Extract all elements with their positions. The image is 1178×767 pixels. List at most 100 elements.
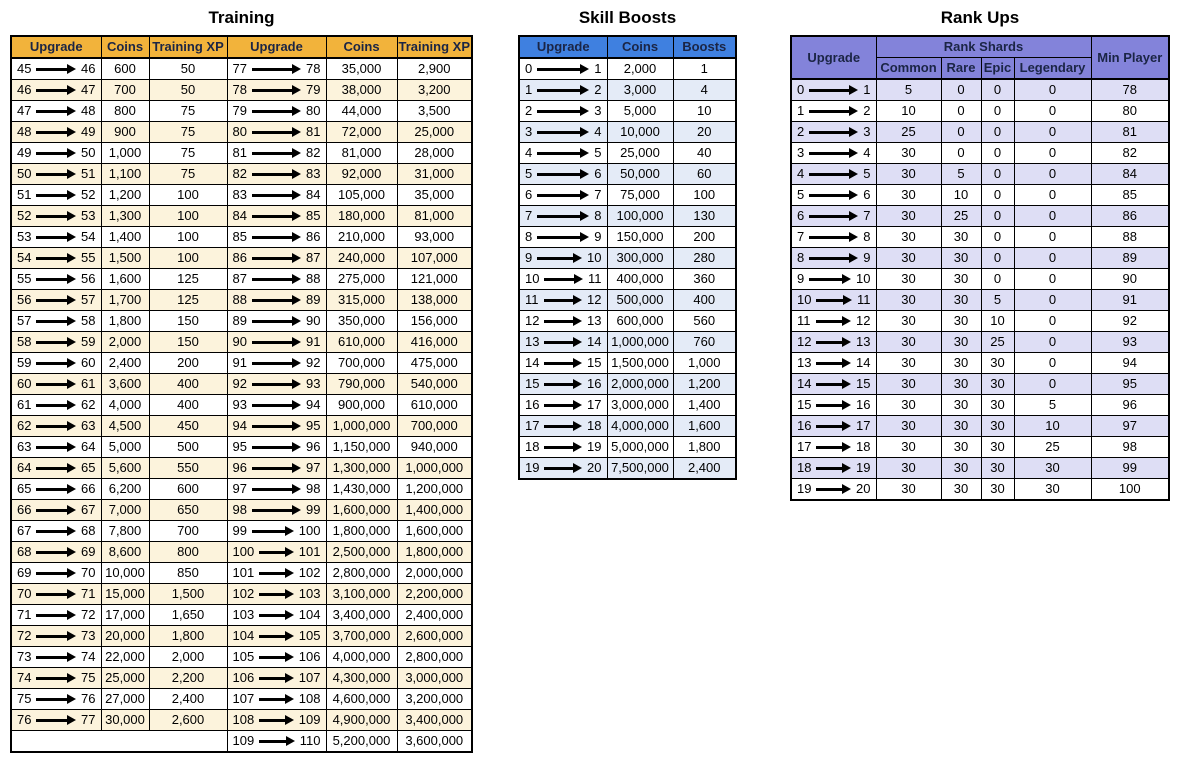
training-xp-cell: 540,000 — [396, 373, 473, 395]
legendary-shards-cell: 0 — [1013, 184, 1092, 206]
upgrade-to: 2 — [863, 103, 871, 118]
table-row: 61 62 4,000 400 93 94 900,000 610,000 — [10, 394, 473, 416]
right-arrow-icon — [816, 358, 852, 368]
right-arrow-icon — [259, 673, 294, 683]
coins-cell: 600 — [100, 57, 150, 80]
upgrade-from: 12 — [525, 313, 540, 328]
upgrade-from: 10 — [797, 292, 812, 307]
upgrade-from: 15 — [797, 397, 812, 412]
upgrade-from: 0 — [525, 61, 533, 76]
rank-header-epic: Epic — [980, 57, 1015, 80]
upgrade-from: 84 — [232, 208, 247, 223]
table-row: 13 14 30 30 30 0 94 — [790, 352, 1170, 374]
min-player-cell: 78 — [1090, 78, 1170, 101]
upgrade-from: 63 — [17, 439, 32, 454]
upgrade-cell: 16 17 — [790, 415, 877, 437]
upgrade-to: 16 — [856, 397, 871, 412]
training-header-upgrade-right: Upgrade — [226, 35, 327, 59]
training-xp-cell: 450 — [148, 415, 228, 437]
upgrade-from: 73 — [17, 649, 32, 664]
table-row: 0 1 2,000 1 — [518, 57, 737, 80]
upgrade-from: 61 — [17, 397, 32, 412]
upgrade-from: 8 — [797, 250, 805, 265]
training-table: Upgrade Coins Training XP Upgrade Coins … — [10, 35, 473, 753]
min-player-cell: 93 — [1090, 331, 1170, 353]
upgrade-cell: 101 102 — [226, 562, 327, 584]
upgrade-to: 101 — [298, 544, 321, 559]
upgrade-cell: 84 85 — [226, 205, 327, 227]
table-row: 6 7 75,000 100 — [518, 184, 737, 206]
right-arrow-icon — [259, 589, 294, 599]
upgrade-to: 53 — [81, 208, 96, 223]
training-xp-cell: 2,800,000 — [396, 646, 473, 668]
legendary-shards-cell: 0 — [1013, 373, 1092, 395]
right-arrow-icon — [251, 484, 302, 494]
right-arrow-icon — [36, 589, 77, 599]
table-row: 63 64 5,000 500 95 96 1,150,000 940,000 — [10, 436, 473, 458]
boosts-cell: 1,000 — [672, 352, 737, 374]
upgrade-from: 57 — [17, 313, 32, 328]
epic-shards-cell: 0 — [980, 205, 1015, 227]
right-arrow-icon — [259, 694, 294, 704]
right-arrow-icon — [809, 148, 859, 158]
min-player-cell: 100 — [1090, 478, 1170, 501]
upgrade-from: 79 — [232, 103, 247, 118]
upgrade-from: 100 — [232, 544, 255, 559]
rare-shards-cell: 30 — [940, 268, 982, 290]
common-shards-cell: 25 — [875, 121, 942, 143]
upgrade-to: 5 — [594, 145, 602, 160]
legendary-shards-cell: 0 — [1013, 78, 1092, 101]
upgrade-from: 71 — [17, 607, 32, 622]
table-row: 60 61 3,600 400 92 93 790,000 540,000 — [10, 373, 473, 395]
table-row: 14 15 1,500,000 1,000 — [518, 352, 737, 374]
coins-cell: 790,000 — [325, 373, 398, 395]
upgrade-cell: 73 74 — [10, 646, 102, 668]
upgrade-to: 106 — [298, 649, 321, 664]
coins-cell: 2,000,000 — [606, 373, 674, 395]
upgrade-to: 85 — [306, 208, 321, 223]
upgrade-to: 10 — [587, 250, 602, 265]
upgrade-to: 69 — [81, 544, 96, 559]
rare-shards-cell: 30 — [940, 436, 982, 458]
upgrade-cell: 82 83 — [226, 163, 327, 185]
table-row: 19 20 30 30 30 30 100 — [790, 478, 1170, 501]
upgrade-to: 87 — [306, 250, 321, 265]
right-arrow-icon — [36, 526, 77, 536]
upgrade-to: 18 — [587, 418, 602, 433]
upgrade-to: 14 — [856, 355, 871, 370]
upgrade-cell: 9 10 — [518, 247, 608, 269]
upgrade-to: 62 — [81, 397, 96, 412]
upgrade-to: 92 — [306, 355, 321, 370]
upgrade-from: 87 — [232, 271, 247, 286]
coins-cell: 50,000 — [606, 163, 674, 185]
coins-cell: 1,430,000 — [325, 478, 398, 500]
common-shards-cell: 30 — [875, 205, 942, 227]
boosts-cell: 280 — [672, 247, 737, 269]
min-player-cell: 80 — [1090, 100, 1170, 122]
min-player-cell: 97 — [1090, 415, 1170, 437]
upgrade-cell: 61 62 — [10, 394, 102, 416]
upgrade-to: 89 — [306, 292, 321, 307]
upgrade-cell: 78 79 — [226, 79, 327, 101]
training-xp-cell: 75 — [148, 121, 228, 143]
right-arrow-icon — [251, 169, 302, 179]
legendary-shards-cell: 0 — [1013, 142, 1092, 164]
right-arrow-icon — [36, 85, 77, 95]
upgrade-cell: 15 16 — [790, 394, 877, 416]
upgrade-to: 9 — [594, 229, 602, 244]
upgrade-to: 8 — [863, 229, 871, 244]
right-arrow-icon — [251, 85, 302, 95]
epic-shards-cell: 0 — [980, 184, 1015, 206]
upgrade-to: 75 — [81, 670, 96, 685]
upgrade-to: 57 — [81, 292, 96, 307]
table-row: 109 110 5,200,000 3,600,000 — [10, 730, 473, 753]
upgrade-to: 104 — [298, 607, 321, 622]
coins-cell: 700,000 — [325, 352, 398, 374]
upgrade-from: 3 — [525, 124, 533, 139]
upgrade-from: 54 — [17, 250, 32, 265]
right-arrow-icon — [544, 337, 583, 347]
right-arrow-icon — [259, 715, 294, 725]
right-arrow-icon — [251, 295, 302, 305]
